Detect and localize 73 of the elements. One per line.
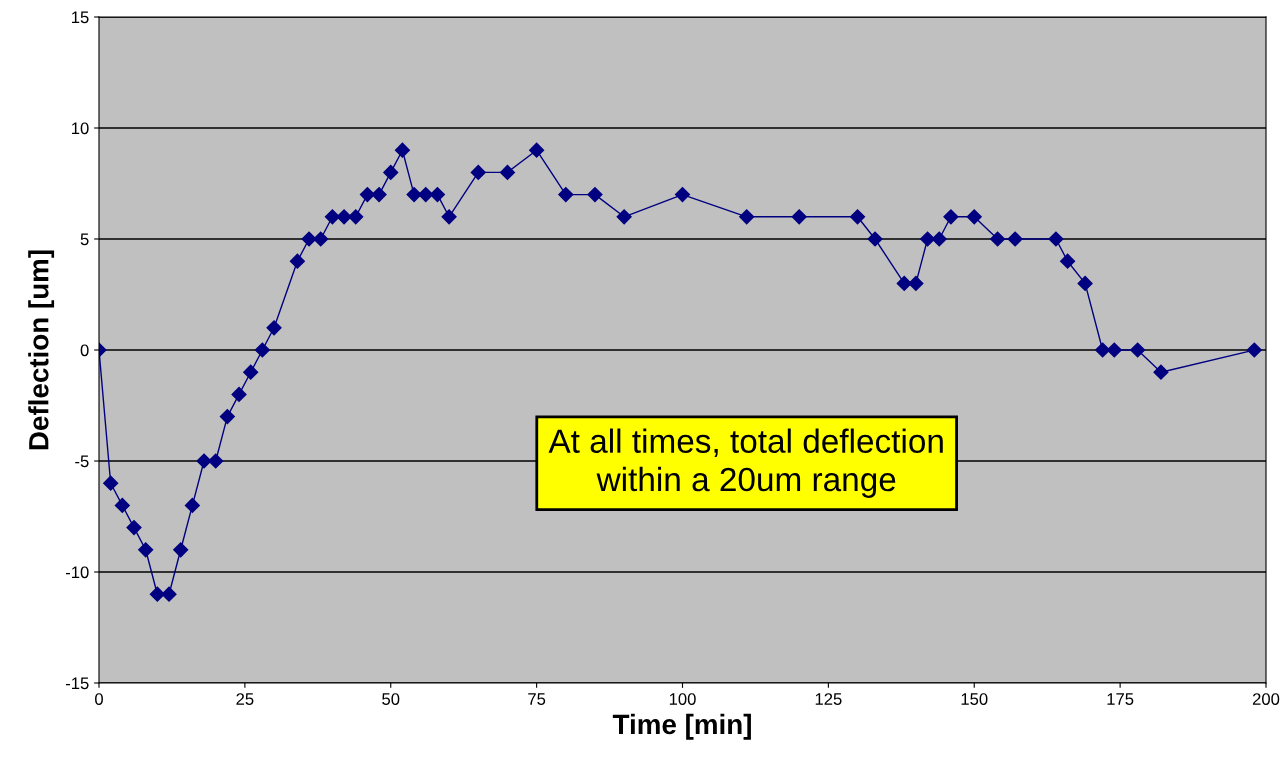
point <box>371 187 387 203</box>
y-tick-label: -10 <box>65 566 89 579</box>
point <box>1007 231 1023 247</box>
point <box>1106 342 1122 358</box>
point <box>1153 364 1169 380</box>
y-axis-title: Deflection [um] <box>28 250 55 450</box>
point <box>254 342 270 358</box>
x-tick-label: 50 <box>382 693 400 705</box>
point <box>173 542 189 558</box>
point <box>966 209 982 225</box>
x-tick-label: 125 <box>815 693 842 705</box>
y-tick-label: 10 <box>72 122 89 135</box>
point <box>1095 342 1111 358</box>
point <box>1048 231 1064 247</box>
y-tick-label: -15 <box>65 677 89 690</box>
point <box>919 231 936 247</box>
point <box>1130 342 1146 358</box>
point <box>383 164 399 180</box>
point <box>1077 275 1093 291</box>
point <box>348 209 364 225</box>
point <box>114 497 130 513</box>
point <box>149 586 165 602</box>
x-tick-label: 25 <box>236 693 254 705</box>
point <box>616 209 632 225</box>
x-tick-label: 200 <box>1252 693 1280 705</box>
point <box>266 320 282 336</box>
x-tick-label: 100 <box>669 693 696 705</box>
point <box>739 209 755 225</box>
point <box>1060 253 1076 269</box>
point <box>470 164 486 180</box>
point <box>359 187 375 203</box>
x-tick-label: 150 <box>961 693 988 705</box>
point <box>931 231 947 247</box>
point <box>313 231 329 247</box>
x-axis-title: Time [min] <box>612 713 751 740</box>
point <box>896 275 912 291</box>
annotation: At all times, total deflection within a 20um range <box>548 428 943 498</box>
point <box>499 164 516 180</box>
y-tick-label: 15 <box>72 11 89 24</box>
point <box>324 209 340 225</box>
point <box>441 209 457 225</box>
point <box>1246 342 1262 358</box>
point <box>289 253 305 269</box>
point <box>161 586 177 602</box>
point <box>418 187 434 203</box>
point <box>587 187 603 203</box>
point <box>429 187 446 203</box>
x-tick-label: 175 <box>1107 693 1134 705</box>
point <box>674 187 691 203</box>
point <box>558 187 574 203</box>
point <box>208 453 224 469</box>
y-tick-label: 5 <box>80 233 89 246</box>
x-tick-label: 75 <box>528 693 546 705</box>
point <box>126 520 142 536</box>
point <box>219 409 235 425</box>
point <box>394 142 410 158</box>
y-tick-label: -5 <box>75 455 89 468</box>
point <box>243 364 259 380</box>
y-tick-label: 0 <box>80 344 89 357</box>
point <box>336 209 352 225</box>
point <box>184 497 200 513</box>
x-tick-label: 0 <box>95 693 103 705</box>
point <box>867 231 883 247</box>
point <box>138 542 154 558</box>
point <box>791 209 807 225</box>
point <box>103 475 119 491</box>
point <box>990 231 1006 247</box>
point <box>231 386 247 402</box>
point <box>908 275 924 291</box>
point <box>943 209 959 225</box>
point <box>849 209 866 225</box>
point <box>529 142 545 158</box>
point <box>406 187 422 203</box>
